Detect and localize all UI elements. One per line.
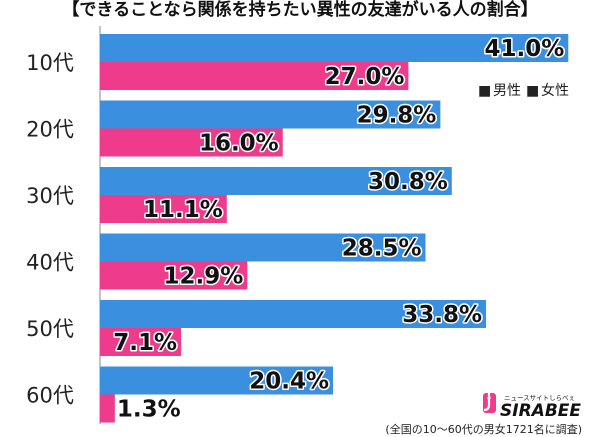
category-label: 50代 [26, 317, 74, 341]
category-label: 20代 [26, 118, 74, 142]
category-label: 30代 [26, 184, 74, 208]
legend-female-swatch: ■ [526, 83, 539, 99]
value-label-male: 29.8% [357, 103, 437, 129]
bar-male [100, 34, 569, 62]
bar-female [100, 328, 182, 356]
chart-title: 【できることなら関係を持ちたい異性の友達がいる人の割合】 [62, 0, 537, 20]
legend-male-swatch: ■ [478, 83, 491, 99]
bar-male [100, 233, 426, 262]
legend-box [470, 79, 572, 101]
bars-group [100, 34, 569, 423]
value-label-female: 12.9% [164, 264, 244, 290]
value-label-female: 11.1% [143, 197, 223, 223]
value-label-female: 27.0% [325, 64, 405, 90]
legend-female-label: 女性 [541, 82, 569, 99]
bar-male [100, 300, 487, 328]
bar-female [100, 62, 409, 90]
category-labels-group: 10代 20代 30代 40代 50代 60代 [26, 51, 74, 408]
value-label-male: 20.4% [249, 369, 329, 395]
bar-male [100, 100, 441, 129]
value-label-male: 28.5% [342, 236, 422, 262]
bar-female [100, 261, 248, 290]
value-label-male: 30.8% [368, 169, 448, 195]
bar-male [100, 167, 452, 195]
category-label: 60代 [26, 384, 74, 408]
bar-female [100, 195, 227, 223]
category-label: 40代 [26, 251, 74, 275]
value-label-male: 33.8% [402, 302, 482, 328]
bar-female [100, 128, 283, 157]
value-label-female: 7.1% [113, 330, 177, 356]
bar-male [100, 366, 334, 395]
logo-wordmark: SIRABEE [500, 401, 581, 421]
legend: ■ 男性 ■ 女性 [470, 79, 572, 101]
value-label-female: 1.3% [117, 397, 181, 423]
legend-male-label: 男性 [493, 83, 521, 99]
sirabee-logo: ニュースサイトしらべぇ SIRABEE [483, 393, 581, 421]
footnote: (全国の10～60代の男女1721名に調査) [385, 422, 582, 436]
value-labels-group: 41.0% 27.0% 29.8% 16.0% 30.8% 11.1% 28.5% 12.9%… [112, 35, 566, 425]
value-label-female: 16.0% [199, 131, 279, 157]
value-label-male: 41.0% [484, 36, 564, 62]
logo-tagline: ニュースサイトしらべぇ [504, 394, 575, 402]
bar-female [100, 394, 115, 423]
ladle-logo-icon [483, 393, 496, 413]
category-label: 10代 [26, 51, 74, 75]
